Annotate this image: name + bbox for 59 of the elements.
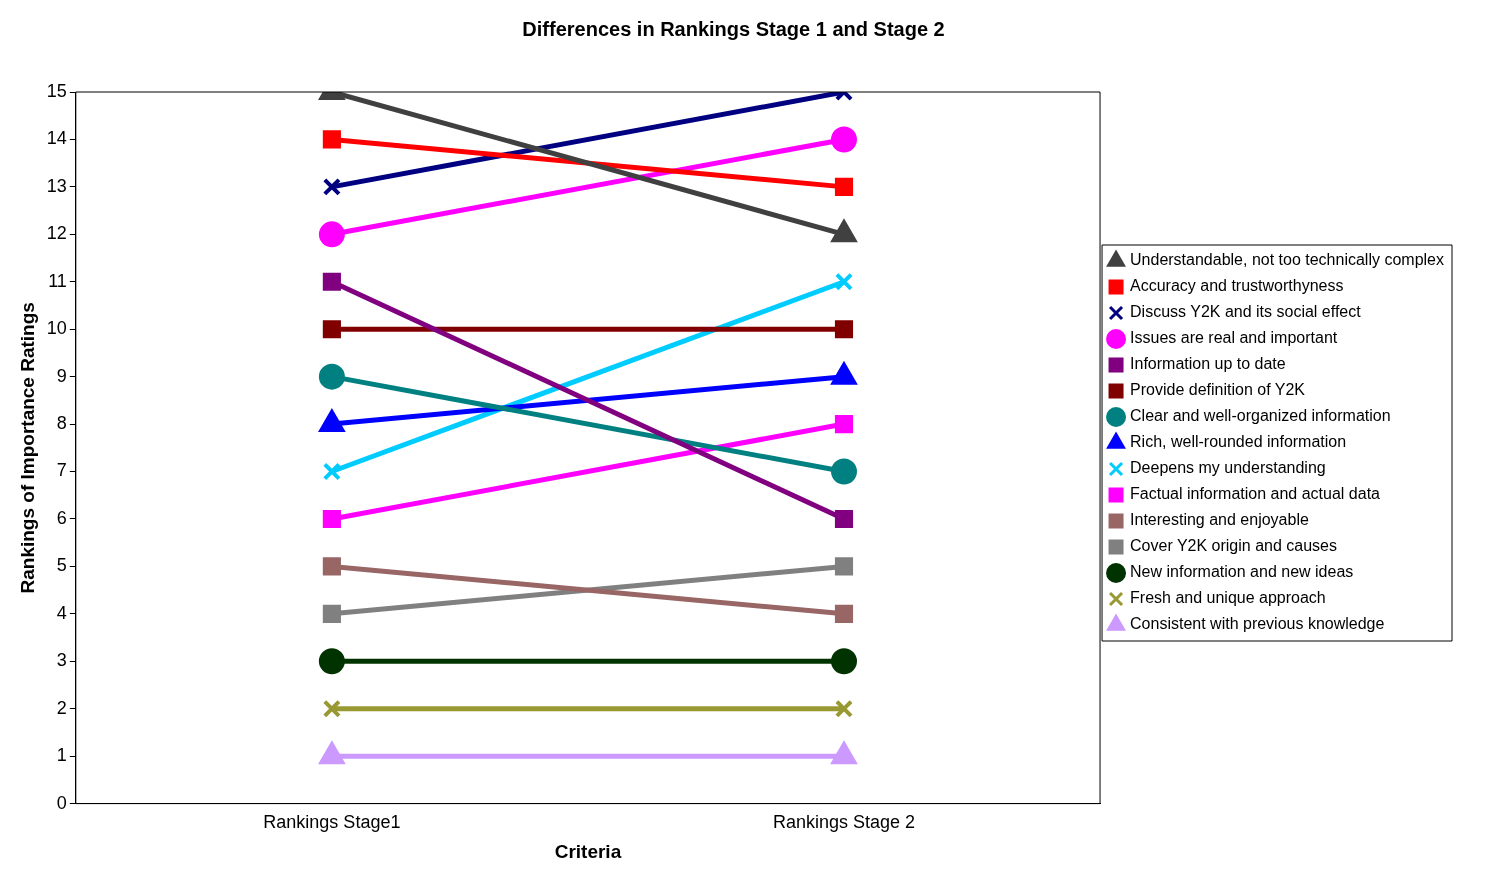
legend-label: New information and new ideas [1130,563,1354,581]
point [322,272,341,291]
point [322,320,341,339]
y-tick-label: 9 [56,365,67,386]
x-tick-label: Rankings Stage 2 [772,812,916,833]
legend-label: Accuracy and trustworthyness [1130,277,1344,295]
point [322,509,341,529]
point [322,462,341,481]
y-tick-label: 7 [56,460,67,481]
legend-label: Interesting and enjoyable [1130,511,1309,529]
y-tick-label: 4 [56,602,67,623]
legend-label: Cover Y2K origin and causes [1130,537,1337,555]
legend-label: Provide definition of Y2K [1130,381,1306,399]
point [318,221,345,248]
legend-label: Consistent with previous knowledge [1130,615,1385,633]
point [830,458,857,485]
chart-title: Differences in Rankings Stage 1 and Stage 2 [522,17,945,40]
y-tick-label: 15 [46,80,67,101]
y-tick-label: 8 [56,413,67,434]
y-tick-label: 11 [48,270,67,291]
point [834,272,854,291]
point [834,177,854,196]
y-tick-label: 2 [56,697,67,718]
y-axis-title: Rankings of Importance Ratings [16,302,38,594]
x-tick-label: Rankings Stage1 [263,812,401,833]
point [834,509,854,529]
point [318,648,345,675]
y-tick-label: 5 [56,555,67,576]
legend-label: Fresh and unique approach [1130,589,1326,607]
point [322,557,341,576]
point [834,557,854,576]
point [322,177,341,196]
point [830,648,857,675]
legend-label: Factual information and actual data [1130,485,1381,503]
point [834,320,854,339]
legend-label: Information up to date [1130,355,1286,373]
point [834,415,854,434]
legend-label: Issues are real and important [1130,329,1338,347]
y-tick-label: 1 [56,745,67,766]
point [834,699,854,718]
legend-label: Discuss Y2K and its social effect [1130,303,1362,321]
point [318,363,345,390]
x-axis-title: Criteria [554,840,622,862]
y-tick-label: 12 [46,223,67,244]
y-tick-label: 6 [56,507,67,528]
point [834,604,854,623]
y-tick-label: 3 [56,650,67,671]
legend-label: Rich, well-rounded information [1130,433,1347,451]
point [322,604,341,623]
y-tick-label: 10 [46,318,67,339]
legend-label: Deepens my understanding [1130,459,1326,477]
legend-label: Understandable, not too technically complex [1130,251,1445,269]
point [322,699,341,718]
legend-label: Clear and well-organized information [1130,407,1391,425]
y-tick-label: 13 [46,175,67,196]
y-tick-label: 14 [46,128,67,149]
y-tick-label: 0 [56,792,67,813]
point [322,130,341,149]
point [830,126,857,153]
